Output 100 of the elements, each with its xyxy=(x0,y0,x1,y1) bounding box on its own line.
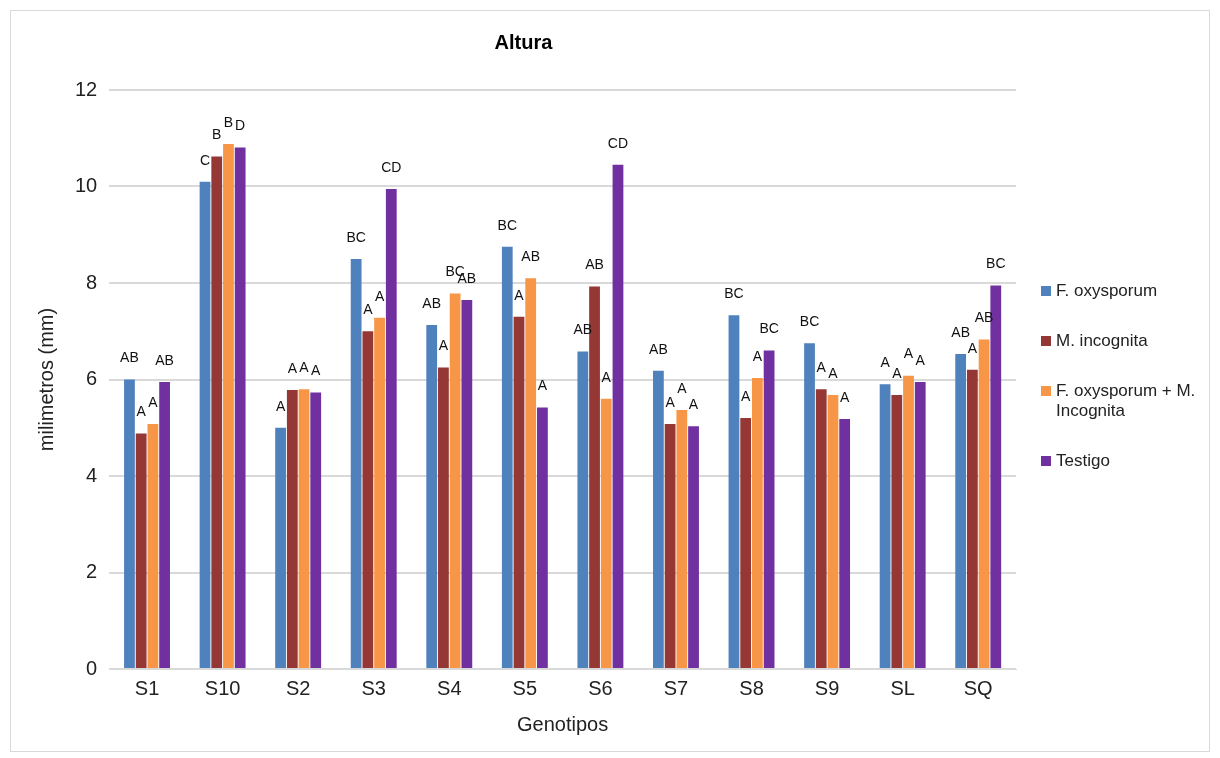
data-label: A xyxy=(537,377,548,394)
bar xyxy=(903,375,914,668)
data-label: CD xyxy=(381,158,402,175)
bar xyxy=(728,315,740,668)
bar xyxy=(653,370,664,668)
data-label: A xyxy=(828,364,839,381)
bar xyxy=(600,398,612,668)
bar xyxy=(577,351,589,668)
x-tick-label: S10 xyxy=(204,676,241,699)
x-tick-label: S8 xyxy=(739,676,764,699)
bar xyxy=(199,181,211,668)
legend-label: Testigo xyxy=(1056,451,1110,471)
data-label: A xyxy=(438,337,449,354)
data-label: A xyxy=(363,301,374,318)
x-tick-label: S5 xyxy=(512,676,538,699)
data-label: A xyxy=(665,393,676,410)
bar xyxy=(978,339,990,668)
data-label: A xyxy=(514,286,525,303)
y-axis-title: milimetros (mm) xyxy=(34,307,57,452)
bar xyxy=(135,433,147,668)
data-label: A xyxy=(677,379,688,396)
x-tick-label: S2 xyxy=(285,676,311,699)
bar xyxy=(234,147,246,668)
x-tick-label: S4 xyxy=(437,676,462,699)
bar xyxy=(362,331,374,668)
bar xyxy=(513,316,525,668)
data-label: AB xyxy=(120,349,139,366)
data-label: A xyxy=(275,397,286,414)
bar xyxy=(275,427,286,668)
bar xyxy=(676,409,688,668)
data-label: AB xyxy=(951,323,970,340)
bar xyxy=(955,353,967,668)
y-tick-label: 12 xyxy=(75,77,98,100)
bar xyxy=(461,299,473,668)
data-label: AB xyxy=(585,256,604,273)
bar xyxy=(827,394,839,668)
data-label: A xyxy=(374,287,385,304)
bar xyxy=(879,384,891,668)
data-label: A xyxy=(136,403,147,420)
x-tick-label: S6 xyxy=(588,676,613,699)
data-label: A xyxy=(903,345,914,362)
bar xyxy=(286,390,298,668)
bar xyxy=(804,343,815,668)
data-label: AB xyxy=(521,248,541,265)
bar xyxy=(501,246,513,668)
x-tick-label: SL xyxy=(890,676,915,699)
data-label: A xyxy=(880,354,891,371)
bar xyxy=(374,317,385,668)
data-label: BC xyxy=(986,255,1006,272)
bar xyxy=(537,407,548,668)
bar xyxy=(664,423,676,668)
data-label: A xyxy=(311,362,322,379)
data-label: B xyxy=(223,113,234,130)
data-label: A xyxy=(915,351,926,368)
bar xyxy=(211,156,223,668)
bar xyxy=(310,392,322,668)
bar xyxy=(350,258,362,668)
y-tick-label: 6 xyxy=(86,367,98,390)
data-label: A xyxy=(601,368,612,385)
bar xyxy=(147,423,159,668)
data-label: AB xyxy=(422,294,442,311)
data-label: BC xyxy=(724,285,744,302)
data-label: AB xyxy=(649,340,668,357)
x-axis-title: Genotipos xyxy=(517,712,609,735)
bar xyxy=(752,378,763,668)
chart-title: Altura xyxy=(494,30,554,53)
bar xyxy=(298,389,310,668)
data-label: D xyxy=(235,117,246,134)
x-tick-label: S3 xyxy=(361,676,386,699)
bar xyxy=(159,381,170,668)
y-tick-label: 8 xyxy=(86,270,98,293)
data-label: BC xyxy=(799,313,820,330)
data-label: BC xyxy=(346,228,366,245)
legend-label: M. incognita xyxy=(1056,331,1148,351)
bar xyxy=(438,367,449,668)
data-label: BC xyxy=(497,216,517,233)
data-label: A xyxy=(287,359,298,376)
bar xyxy=(839,419,851,668)
data-label: A xyxy=(752,347,763,364)
bar xyxy=(688,426,699,668)
x-tick-label: S7 xyxy=(663,676,689,699)
bar xyxy=(124,379,135,668)
data-label: CD xyxy=(607,134,629,151)
bar xyxy=(612,164,624,668)
data-label: A xyxy=(688,396,699,413)
legend-label: F. oxysporum xyxy=(1056,281,1158,301)
bar xyxy=(223,144,234,668)
data-label: A xyxy=(839,388,850,405)
data-label: A xyxy=(892,364,903,381)
bar xyxy=(815,389,827,668)
data-label: B xyxy=(212,126,222,143)
data-label: A xyxy=(299,359,310,376)
x-tick-label: S9 xyxy=(814,676,840,699)
bar xyxy=(914,381,926,668)
y-tick-label: 2 xyxy=(86,560,98,583)
data-label: A xyxy=(148,393,159,410)
y-tick-label: 0 xyxy=(86,656,98,679)
x-tick-label: S1 xyxy=(134,676,160,699)
y-tick-label: 10 xyxy=(75,174,98,197)
y-tick-label: 4 xyxy=(86,463,98,486)
